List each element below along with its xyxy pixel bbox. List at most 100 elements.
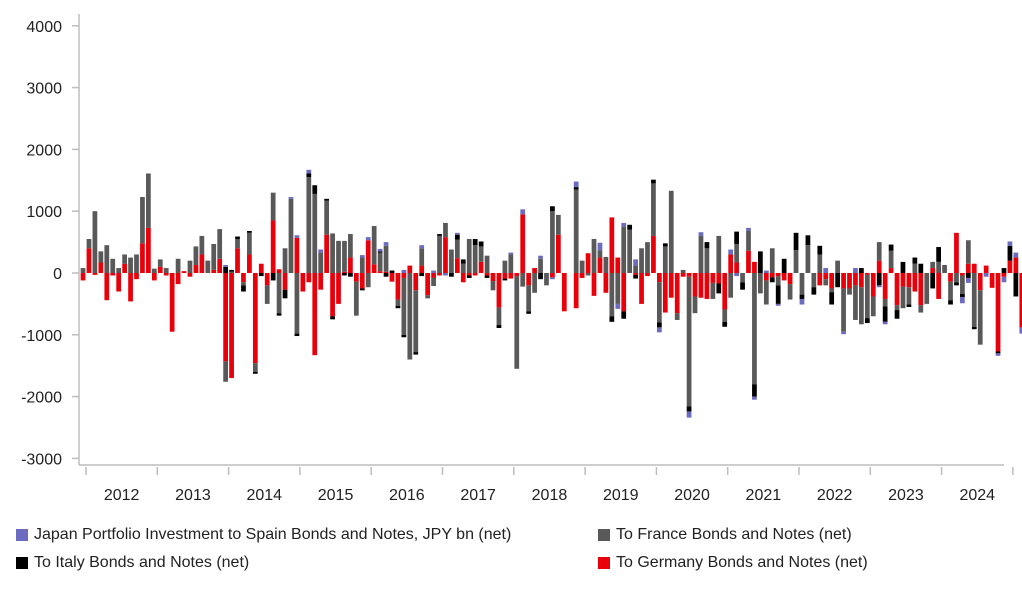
bar-segment-france xyxy=(841,288,846,332)
bar-segment-portfolio xyxy=(841,331,846,335)
bar-segment-france xyxy=(490,281,496,291)
bar-segment-italy xyxy=(758,251,763,273)
bar-segment-france xyxy=(359,257,365,273)
bar-segment-portfolio xyxy=(698,232,704,236)
bar-segment-germany xyxy=(912,273,918,292)
bar-segment-italy xyxy=(241,285,246,292)
bar-segment-portfolio xyxy=(443,273,448,276)
bar-segment-germany xyxy=(621,273,627,312)
x-tick-label: 2021 xyxy=(746,487,782,500)
bar-segment-germany xyxy=(894,273,900,306)
bar-segment-italy xyxy=(359,288,365,291)
bar-segment-italy xyxy=(769,277,775,283)
bar-segment-france xyxy=(514,276,520,369)
bar-segment-germany xyxy=(550,273,555,278)
bar-segment-germany xyxy=(383,271,389,273)
bar-segment-germany xyxy=(882,273,888,299)
bar-segment-italy xyxy=(740,282,745,290)
bar-segment-germany xyxy=(1007,260,1013,273)
bar-segment-france xyxy=(633,265,638,273)
bar-segment-germany xyxy=(407,265,413,273)
bar-segment-germany xyxy=(484,273,490,276)
bar-segment-italy xyxy=(252,371,258,374)
bar-segment-germany xyxy=(472,273,478,276)
bar-segment-germany xyxy=(520,214,526,273)
bar-segment-italy xyxy=(466,275,472,278)
bar-segment-france xyxy=(466,239,472,273)
bar-segment-france xyxy=(734,243,739,263)
bar-segment-italy xyxy=(651,179,656,184)
bar-segment-germany xyxy=(223,273,228,362)
bar-segment-france xyxy=(876,242,882,261)
bar-segment-italy xyxy=(609,316,615,322)
bar-segment-france xyxy=(847,288,852,295)
y-tick-label: -2000 xyxy=(21,390,62,407)
bar-segment-france xyxy=(247,232,252,255)
bar-segment-germany xyxy=(918,273,924,306)
bar-segment-italy xyxy=(312,185,318,194)
bar-segment-france xyxy=(449,249,454,273)
bar-segment-france xyxy=(680,269,686,273)
bar-segment-italy xyxy=(276,313,282,316)
y-ticks: 4000 3000 2000 1000 0 -1000 -2000 -3000 xyxy=(21,19,79,468)
bar-segment-germany xyxy=(294,237,300,273)
bar-segment-germany xyxy=(389,273,395,282)
bar-segment-france xyxy=(276,273,282,314)
bar-segment-portfolio xyxy=(597,242,603,251)
bar-segment-france xyxy=(930,261,936,269)
bar-segment-france xyxy=(365,273,371,288)
bar-segment-portfolio xyxy=(223,264,228,267)
bar-segment-italy xyxy=(270,273,276,281)
bar-segment-france xyxy=(662,246,668,273)
bar-segment-germany xyxy=(252,273,258,364)
bar-segment-germany xyxy=(746,250,751,273)
bar-segment-portfolio xyxy=(965,277,971,283)
bar-segment-germany xyxy=(217,258,223,273)
bar-segment-france xyxy=(217,229,223,259)
bar-segment-france xyxy=(603,256,609,273)
legend-swatch-spain xyxy=(16,529,28,541)
bar-segment-italy xyxy=(342,273,347,276)
legend-item-france: To France Bonds and Notes (net) xyxy=(598,526,852,544)
bar-segment-germany xyxy=(870,273,876,297)
bar-segment-france xyxy=(282,248,288,273)
bar-segment-france xyxy=(348,234,353,258)
bar-segment-portfolio xyxy=(1019,327,1022,334)
bar-segment-france xyxy=(645,242,650,273)
bar-segment-france xyxy=(775,276,781,286)
bar-segment-france xyxy=(526,285,532,312)
bar-segment-france xyxy=(312,193,318,273)
bar-segment-france xyxy=(502,260,508,273)
bar-segment-italy xyxy=(330,316,335,320)
bar-segment-italy xyxy=(484,275,490,278)
x-tick-label: 2022 xyxy=(817,487,853,500)
bar-segment-france xyxy=(330,233,335,273)
bar-segment-germany xyxy=(128,273,133,302)
bar-segment-germany xyxy=(336,273,341,304)
bar-segment-france xyxy=(971,273,977,327)
bar-segment-germany xyxy=(930,268,936,273)
bar-segment-france xyxy=(229,271,234,273)
bar-segment-germany xyxy=(134,273,139,280)
bar-segment-germany xyxy=(98,262,104,273)
bar-segment-germany xyxy=(787,273,793,285)
bar-segment-france xyxy=(241,282,246,286)
bar-segment-france xyxy=(193,246,199,265)
bar-segment-italy xyxy=(235,236,240,240)
bars-layer xyxy=(80,169,1022,418)
bar-segment-italy xyxy=(882,306,888,322)
bar-segment-france xyxy=(704,248,710,273)
bar-segment-italy xyxy=(460,259,466,264)
bar-segment-france xyxy=(965,240,971,264)
bar-segment-france xyxy=(585,273,591,276)
x-tick-label: 2023 xyxy=(888,487,924,500)
legend-item-spain: Japan Portfolio Investment to Spain Bond… xyxy=(16,526,511,544)
bar-segment-germany xyxy=(116,273,122,292)
bar-segment-italy xyxy=(817,245,823,255)
bar-segment-portfolio xyxy=(1013,252,1019,258)
bar-segment-france xyxy=(157,259,163,267)
bar-segment-germany xyxy=(954,232,959,273)
bar-segment-france xyxy=(716,235,722,273)
bar-segment-france xyxy=(722,309,728,322)
bar-segment-italy xyxy=(657,322,662,328)
